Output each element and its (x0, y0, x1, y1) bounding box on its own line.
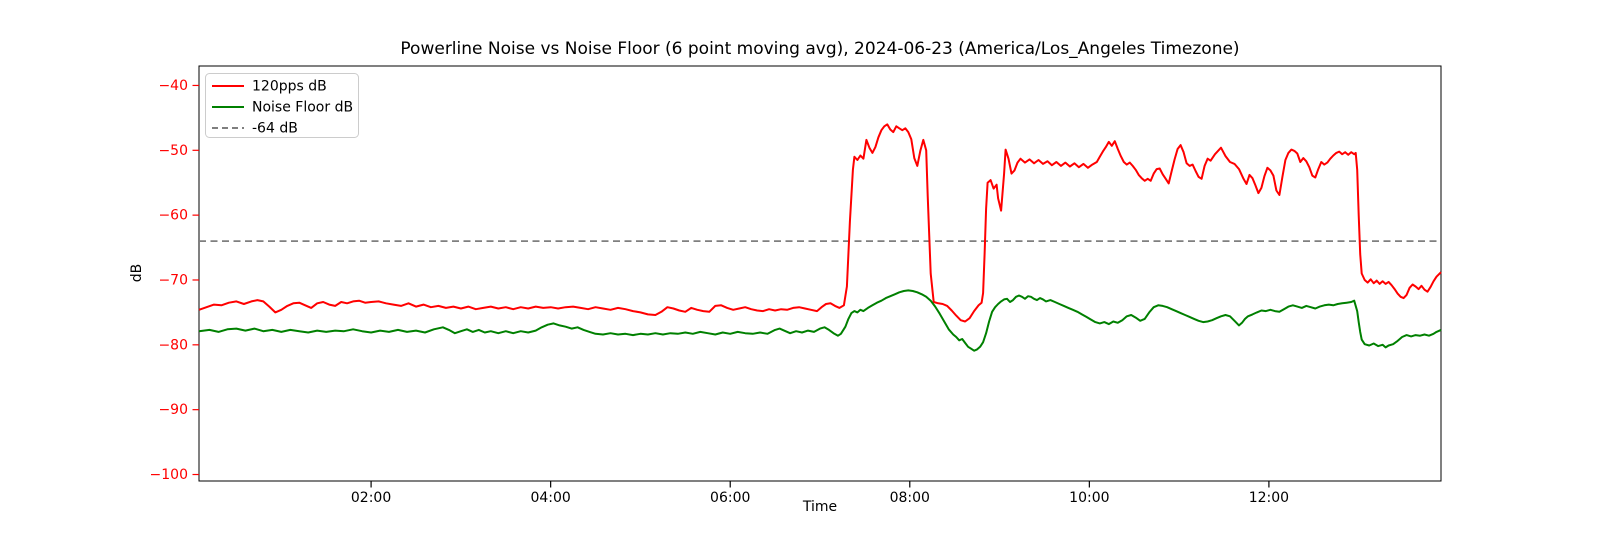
y-tick-label: −90 (158, 402, 188, 418)
y-tick-label: −40 (158, 78, 188, 94)
y-axis-label: dB (129, 264, 145, 283)
x-axis-label: Time (802, 499, 837, 515)
x-tick-label: 04:00 (530, 490, 570, 506)
plot-area (198, 65, 1442, 482)
series-line-120pps-db (198, 123, 1442, 323)
x-tick-label: 10:00 (1069, 490, 1109, 506)
legend-label-120pps: 120pps dB (252, 79, 327, 95)
legend-label-noise-floor: Noise Floor dB (252, 100, 353, 116)
y-tick-label: −50 (158, 143, 188, 159)
x-tick-label: 12:00 (1249, 490, 1289, 506)
y-axis-ticks: −40 −50 −60 −70 −80 −90 −100 (150, 78, 199, 483)
legend: 120pps dB Noise Floor dB -64 dB (205, 73, 359, 138)
legend-box (205, 73, 359, 138)
legend-item-120pps: 120pps dB (212, 79, 327, 95)
x-tick-label: 08:00 (890, 490, 930, 506)
plot-series (198, 123, 1442, 352)
x-tick-label: 06:00 (710, 490, 750, 506)
x-tick-label: 02:00 (351, 490, 391, 506)
y-tick-label: −100 (150, 467, 188, 483)
y-tick-label: −80 (158, 337, 188, 353)
y-tick-label: −70 (158, 272, 188, 288)
series-line-noise-floor-db (198, 289, 1442, 352)
legend-label-threshold: -64 dB (252, 121, 298, 137)
y-tick-label: −60 (158, 208, 188, 224)
legend-item-threshold: -64 dB (212, 121, 298, 137)
legend-item-noise-floor: Noise Floor dB (212, 100, 353, 116)
x-axis-ticks: 02:00 04:00 06:00 08:00 10:00 12:00 (351, 481, 1289, 506)
chart-title: Powerline Noise vs Noise Floor (6 point … (400, 39, 1239, 59)
